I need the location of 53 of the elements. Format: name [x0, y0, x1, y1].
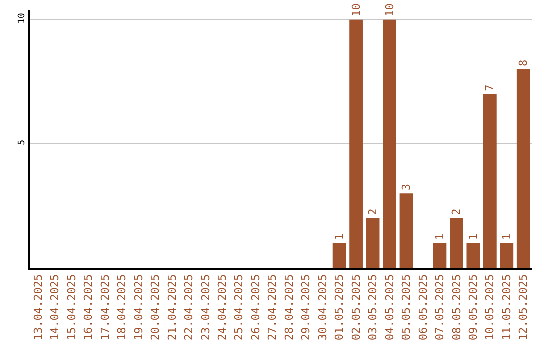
x-tick-label: 18.04.2025	[116, 274, 129, 340]
y-tick-label: 5	[17, 140, 28, 146]
data-label: 1	[333, 234, 346, 240]
bar	[483, 94, 497, 268]
x-tick-label: 05.05.2025	[400, 274, 414, 340]
x-tick-label: 17.04.2025	[98, 274, 112, 340]
data-label: 1	[433, 234, 446, 240]
bar	[350, 20, 363, 268]
x-tick-label: 07.05.2025	[434, 274, 447, 340]
data-label: 2	[450, 208, 464, 216]
bar	[400, 194, 414, 268]
data-label: 8	[517, 60, 530, 67]
bar	[433, 243, 447, 268]
data-label: 10	[350, 4, 363, 17]
data-label: 7	[484, 84, 497, 92]
x-tick-label: 10.05.2025	[484, 274, 497, 340]
x-tick-label: 08.05.2025	[450, 274, 464, 340]
x-tick-label: 13.04.2025	[32, 274, 45, 340]
x-tick-label: 09.05.2025	[467, 274, 480, 340]
x-tick-label: 16.04.2025	[82, 274, 96, 340]
data-label: 1	[466, 234, 480, 240]
x-tick-label: 04.05.2025	[383, 274, 396, 340]
x-tick-label: 06.05.2025	[416, 274, 430, 340]
bar	[516, 70, 530, 268]
x-tick-label: 29.04.2025	[300, 274, 313, 340]
x-tick-label: 03.05.2025	[366, 274, 380, 340]
x-tick-label: 23.04.2025	[199, 274, 212, 340]
x-tick-label: 28.04.2025	[282, 274, 296, 340]
data-label: 10	[383, 4, 396, 17]
x-tick-label: 12.05.2025	[517, 274, 530, 340]
x-tick-label: 11.05.2025	[500, 274, 514, 340]
data-label: 3	[400, 184, 413, 191]
x-tick-label: 24.04.2025	[216, 274, 230, 340]
x-tick-label: 22.04.2025	[182, 274, 196, 340]
x-tick-label: 21.04.2025	[166, 274, 179, 340]
x-tick-label: 14.04.2025	[48, 274, 62, 340]
bar	[332, 243, 346, 268]
x-tick-label: 02.05.2025	[350, 274, 363, 340]
data-label: 2	[366, 208, 380, 216]
x-tick-label: 26.04.2025	[249, 274, 262, 340]
x-tick-label: 25.04.2025	[232, 274, 246, 340]
x-tick-label: 15.04.2025	[65, 274, 78, 340]
data-label: 1	[500, 234, 514, 240]
bar	[466, 243, 480, 268]
bar	[500, 243, 514, 268]
x-tick-label: 20.04.2025	[149, 274, 162, 340]
bar	[450, 218, 464, 268]
x-tick-label: 30.04.2025	[316, 274, 330, 340]
bar	[383, 20, 396, 268]
x-tick-label: 01.05.2025	[333, 274, 346, 340]
x-tick-label: 27.04.2025	[266, 274, 280, 340]
bar	[366, 218, 380, 268]
x-tick-label: 19.04.2025	[132, 274, 146, 340]
